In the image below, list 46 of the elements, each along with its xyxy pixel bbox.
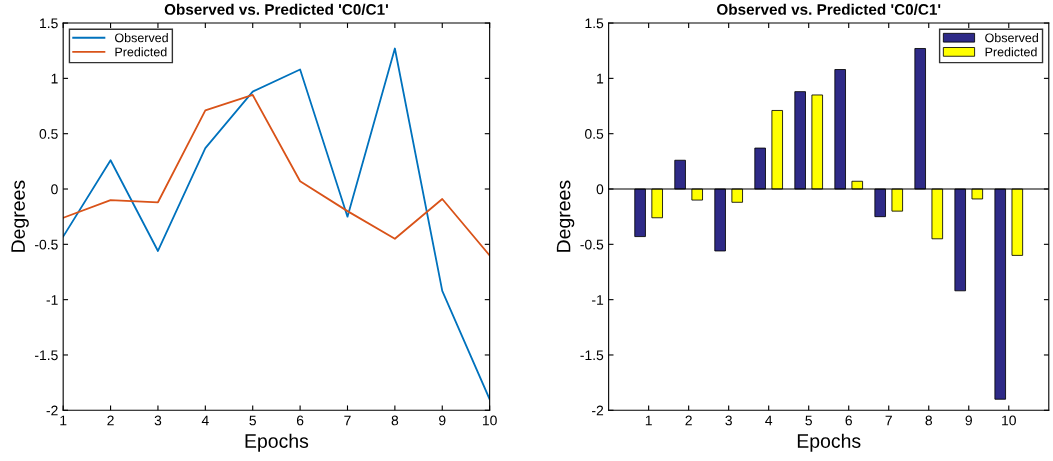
chart-title: Observed vs. Predicted 'C0/C1' (164, 3, 388, 16)
y-tick-label: -1 (592, 295, 604, 305)
y-tick-label: 1.5 (40, 18, 58, 29)
y-axis-title: Degrees (11, 180, 29, 252)
x-tick-label: 5 (249, 415, 256, 426)
y-tick-label: 0 (596, 184, 604, 195)
y-tick-label: -2 (592, 405, 604, 416)
x-tick-label: 1 (60, 415, 67, 426)
x-tick-label: 5 (805, 415, 812, 426)
y-tick-label: -1.5 (580, 350, 604, 361)
legend-label: Predicted (985, 47, 1037, 57)
y-axis-title: Degrees (556, 180, 575, 252)
x-tick-label: 3 (725, 415, 732, 426)
x-tick-label: 8 (391, 415, 399, 426)
x-tick-label: 7 (344, 415, 351, 426)
y-tick-label: -1.5 (35, 350, 58, 361)
x-tick-label: 9 (965, 415, 972, 426)
x-tick-label: 10 (1002, 415, 1016, 426)
x-tick-label: 3 (154, 415, 162, 426)
x-tick-label: 4 (765, 415, 773, 426)
x-tick-label: 4 (201, 415, 209, 426)
legend-label: Predicted (115, 47, 167, 57)
legend-label: Observed (115, 33, 168, 43)
x-tick-label: 6 (296, 415, 304, 426)
y-tick-label: -2 (46, 405, 58, 416)
x-axis-title: Epochs (797, 433, 861, 452)
x-tick-label: 1 (645, 415, 652, 426)
x-axis-title: Epochs (245, 433, 309, 452)
x-tick-label: 6 (845, 415, 852, 426)
y-tick-label: 1 (51, 73, 58, 84)
x-tick-label: 2 (685, 415, 692, 426)
y-tick-label: 1.5 (585, 18, 604, 29)
legend-label: Observed (985, 33, 1038, 43)
x-tick-label: 10 (482, 415, 497, 426)
y-tick-label: 1 (597, 73, 604, 84)
x-tick-label: 8 (925, 415, 932, 426)
y-tick-label: -0.5 (35, 239, 58, 250)
y-tick-label: 0.5 (585, 129, 604, 139)
y-tick-label: -0.5 (580, 239, 604, 250)
y-tick-label: 0.5 (39, 129, 58, 139)
y-tick-label: 0 (51, 184, 58, 195)
y-tick-label: -1 (46, 295, 58, 305)
chart-title: Observed vs. Predicted 'C0/C1' (717, 3, 941, 16)
x-tick-label: 2 (107, 415, 114, 426)
x-tick-label: 9 (439, 415, 446, 426)
x-tick-label: 7 (885, 415, 892, 426)
